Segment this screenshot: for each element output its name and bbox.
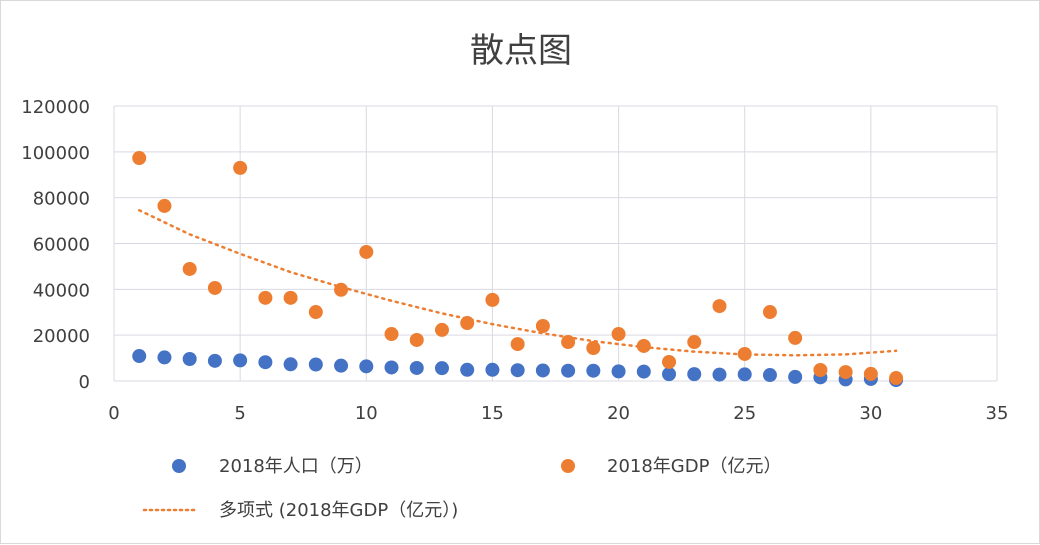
trendline: [137, 209, 898, 357]
population-point: [283, 357, 298, 372]
gdp-point: [712, 299, 727, 314]
gdp-point: [460, 316, 475, 331]
population-point: [788, 369, 803, 384]
population-point: [233, 353, 248, 368]
x-tick-label: 25: [733, 403, 756, 424]
population-point: [334, 358, 349, 373]
x-tick-label: 15: [481, 403, 504, 424]
y-tick-label: 60000: [33, 235, 90, 256]
population-point: [359, 359, 374, 374]
gdp-point: [258, 290, 273, 305]
y-tick-label: 40000: [33, 280, 90, 301]
legend: 2018年人口（万） 2018年GDP（亿元） 多项式 (2018年GDP（亿元）): [142, 456, 781, 521]
population-point: [586, 363, 601, 378]
population-point: [510, 363, 525, 378]
legend-marker-gdp: [561, 459, 575, 473]
gdp-point: [409, 332, 424, 347]
gdp-point: [359, 244, 374, 259]
gdp-point: [561, 335, 576, 350]
population-point: [662, 367, 677, 382]
legend-label-trendline: 多项式 (2018年GDP（亿元）): [219, 500, 458, 521]
x-tick-label: 0: [108, 403, 119, 424]
x-tick-label: 10: [355, 403, 378, 424]
x-tick-label: 35: [986, 403, 1009, 424]
population-point: [687, 367, 702, 382]
population-point: [535, 363, 550, 378]
population-point: [636, 364, 651, 379]
gdp-point: [813, 363, 828, 377]
gdp-point: [737, 346, 752, 361]
grid-lines: [113, 105, 998, 382]
y-tick-label: 100000: [21, 143, 90, 164]
legend-label-population: 2018年人口（万）: [219, 456, 373, 477]
y-axis-ticks: 0 20000 40000 60000 80000 100000 120000: [21, 97, 90, 393]
gdp-point: [586, 341, 601, 355]
gdp-point: [384, 327, 399, 342]
gdp-point: [889, 371, 904, 386]
gdp-point: [157, 198, 172, 213]
data-points: [132, 151, 904, 388]
x-tick-label: 20: [607, 403, 630, 424]
gdp-point: [485, 292, 500, 307]
gdp-point: [434, 322, 449, 337]
gdp-point: [334, 282, 349, 297]
population-point: [561, 363, 576, 378]
gdp-point: [182, 261, 197, 276]
population-point: [611, 364, 626, 379]
population-point: [308, 357, 323, 372]
gdp-point: [132, 151, 147, 166]
population-point: [737, 367, 752, 382]
x-tick-label: 30: [859, 403, 882, 424]
legend-label-gdp: 2018年GDP（亿元）: [607, 456, 781, 477]
gdp-point: [788, 330, 803, 345]
population-point: [157, 350, 172, 365]
gdp-point: [687, 335, 702, 350]
gdp-point: [838, 365, 853, 380]
x-tick-label: 5: [234, 403, 245, 424]
population-point: [712, 367, 727, 382]
y-tick-label: 0: [79, 372, 90, 393]
gdp-point: [283, 290, 298, 305]
trendline-path: [137, 209, 898, 357]
population-point: [409, 360, 424, 375]
population-point: [384, 360, 399, 375]
y-tick-label: 80000: [33, 189, 90, 210]
population-point: [207, 353, 222, 368]
population-point: [485, 362, 500, 377]
chart-title: 散点图: [470, 31, 572, 71]
gdp-point: [308, 305, 323, 320]
population-point: [132, 349, 147, 364]
gdp-point: [611, 327, 626, 342]
population-point: [258, 355, 273, 370]
gdp-point: [535, 319, 550, 333]
gdp-point: [207, 280, 222, 295]
population-point: [762, 368, 777, 383]
y-tick-label: 20000: [33, 326, 90, 347]
gdp-point: [762, 305, 777, 320]
legend-marker-population: [172, 459, 186, 473]
gdp-point: [662, 354, 677, 369]
gdp-point: [636, 338, 651, 353]
population-point: [434, 361, 449, 376]
population-point: [460, 362, 475, 377]
gdp-point: [233, 160, 248, 175]
gdp-point: [510, 337, 525, 352]
gdp-point: [863, 366, 878, 381]
x-axis-ticks: 0 5 10 15 20 25 30 35: [108, 403, 1008, 424]
population-point: [182, 352, 197, 366]
y-tick-label: 120000: [21, 97, 90, 118]
